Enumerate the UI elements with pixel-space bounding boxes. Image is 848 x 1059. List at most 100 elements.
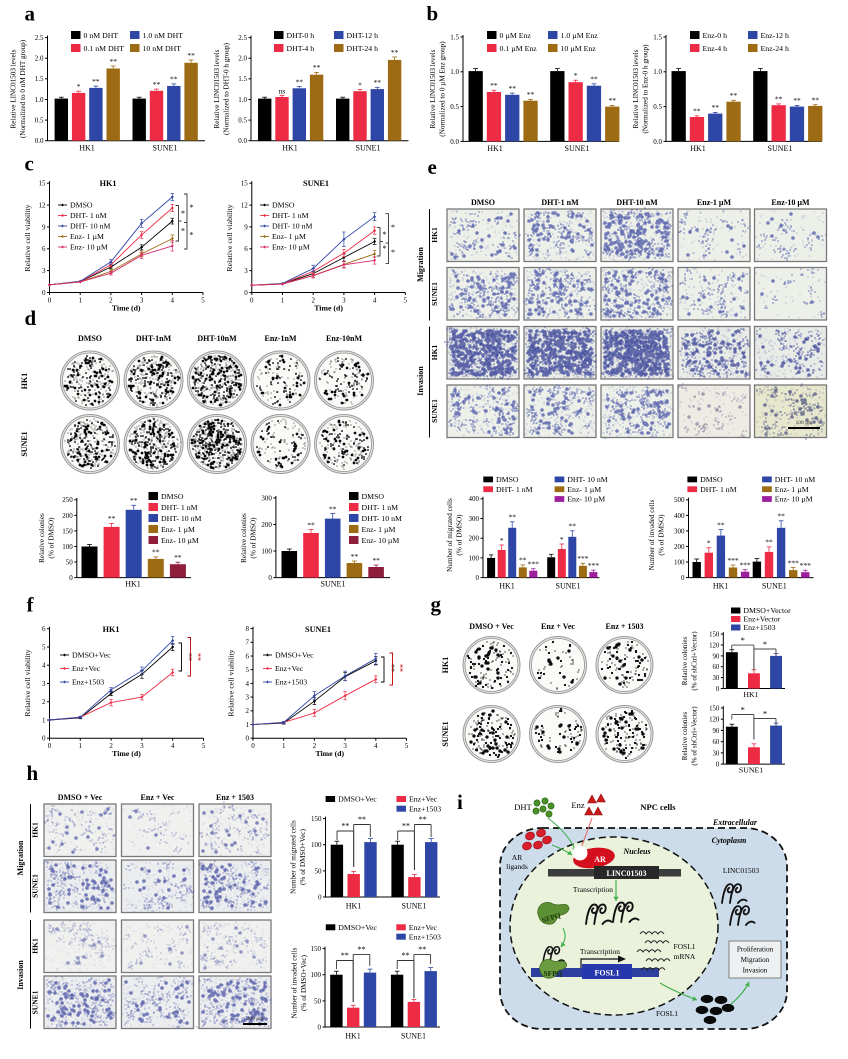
svg-text:1.0: 1.0: [450, 68, 459, 76]
svg-text:DHT-0 h: DHT-0 h: [287, 31, 315, 40]
svg-text:**: **: [418, 945, 426, 954]
svg-text:**: **: [811, 96, 819, 105]
svg-text:Number of invaded cells: Number of invaded cells: [291, 947, 299, 1018]
svg-text:**: **: [341, 951, 349, 960]
svg-text:*: *: [358, 80, 362, 89]
svg-text:HK1: HK1: [345, 1032, 361, 1041]
svg-text:200: 200: [261, 521, 272, 529]
svg-text:(% of DMSO): (% of DMSO): [658, 514, 666, 556]
svg-text:**: **: [419, 815, 427, 824]
svg-text:150: 150: [709, 632, 720, 639]
svg-text:e: e: [428, 155, 437, 179]
svg-text:150: 150: [709, 705, 720, 712]
svg-text:Migration: Migration: [741, 956, 770, 964]
svg-text:Number of migrated cells: Number of migrated cells: [446, 498, 454, 572]
svg-text:Enz- 10 µM: Enz- 10 µM: [567, 495, 605, 504]
svg-text:Relative colonies: Relative colonies: [681, 637, 689, 686]
svg-text:f: f: [27, 593, 35, 617]
svg-text:Relative LINC01503 levels: Relative LINC01503 levels: [213, 49, 221, 128]
svg-text:***: ***: [727, 556, 739, 565]
svg-text:12: 12: [39, 202, 47, 210]
svg-text:FOSL1: FOSL1: [656, 1009, 678, 1018]
svg-text:SFPQ: SFPQ: [544, 969, 563, 978]
svg-text:Transcription: Transcription: [580, 947, 620, 956]
svg-text:***: ***: [577, 554, 589, 563]
svg-text:(% of DMSO): (% of DMSO): [456, 514, 464, 556]
svg-text:**: **: [793, 96, 801, 105]
svg-text:HK1: HK1: [103, 625, 120, 634]
svg-text:6: 6: [42, 625, 46, 633]
svg-text:DHT- 1 nM: DHT- 1 nM: [700, 485, 737, 494]
svg-text:**: **: [730, 91, 738, 100]
svg-text:**: **: [590, 75, 598, 84]
svg-text:HK1: HK1: [31, 938, 40, 954]
svg-text:FOSL1: FOSL1: [595, 969, 620, 978]
svg-text:DHT- 1 nM: DHT- 1 nM: [70, 211, 107, 220]
svg-text:i: i: [457, 790, 463, 814]
svg-text:DMSO: DMSO: [272, 201, 295, 210]
svg-text:Migration: Migration: [16, 840, 25, 875]
svg-text:2.0: 2.0: [35, 55, 44, 63]
svg-text:0: 0: [48, 742, 52, 750]
svg-text:0.5: 0.5: [35, 117, 44, 125]
svg-text:**: **: [374, 78, 382, 87]
svg-text:DHT-1 nM: DHT-1 nM: [541, 198, 579, 207]
svg-text:200: 200: [674, 543, 685, 551]
svg-text:DMSO: DMSO: [161, 492, 184, 501]
svg-text:Relative LINC01503 levels: Relative LINC01503 levels: [632, 49, 640, 128]
svg-text:12: 12: [241, 202, 249, 210]
svg-text:250: 250: [62, 496, 73, 504]
svg-text:**: **: [402, 951, 410, 960]
svg-text:mRNA: mRNA: [674, 952, 696, 961]
svg-text:**: **: [152, 548, 160, 557]
svg-text:NPC cells: NPC cells: [640, 802, 676, 812]
svg-text:0: 0: [318, 893, 322, 901]
svg-text:50: 50: [315, 867, 323, 875]
svg-text:**: **: [711, 103, 719, 112]
svg-text:DMSO+Vector: DMSO+Vector: [743, 606, 791, 615]
svg-text:SUNE1: SUNE1: [153, 144, 178, 153]
svg-text:0.0: 0.0: [450, 138, 459, 146]
svg-text:(Normalized to 0 nM DHT group): (Normalized to 0 nM DHT group): [19, 39, 27, 138]
svg-text:60: 60: [713, 739, 720, 746]
svg-text:0: 0: [246, 735, 250, 743]
svg-text:DMSO: DMSO: [78, 334, 102, 343]
svg-text:Enz + Vec: Enz + Vec: [141, 793, 175, 802]
svg-text:90: 90: [713, 728, 720, 735]
svg-text:**: **: [372, 556, 380, 565]
svg-text:Invasion: Invasion: [743, 967, 768, 975]
svg-text:1.0 nM DHT: 1.0 nM DHT: [143, 31, 184, 40]
svg-text:0: 0: [318, 1023, 322, 1031]
svg-text:DHT- 10 nM: DHT- 10 nM: [70, 222, 110, 231]
svg-text:6: 6: [246, 652, 250, 660]
svg-text:**: **: [108, 514, 116, 523]
svg-text:SUNE1: SUNE1: [768, 144, 793, 153]
svg-text:DHT-1nM: DHT-1nM: [136, 334, 172, 343]
svg-text:HK1: HK1: [20, 373, 29, 389]
svg-text:2: 2: [109, 742, 113, 750]
svg-text:1: 1: [246, 721, 250, 729]
svg-text:*: *: [181, 227, 185, 236]
svg-text:Enz-10 µM: Enz-10 µM: [771, 198, 810, 207]
svg-text:c: c: [25, 152, 34, 176]
svg-text:*: *: [383, 230, 387, 239]
svg-text:Extracellular: Extracellular: [712, 818, 758, 827]
svg-text:Transcription: Transcription: [573, 885, 613, 894]
svg-text:g: g: [431, 592, 442, 616]
svg-text:0.0: 0.0: [35, 137, 44, 145]
svg-text:1.5: 1.5: [35, 75, 44, 83]
svg-text:Invasion: Invasion: [416, 366, 425, 396]
svg-text:**: **: [92, 77, 100, 86]
svg-text:1.5: 1.5: [653, 33, 662, 41]
svg-text:Enz- 1 µM: Enz- 1 µM: [161, 525, 195, 534]
svg-text:2: 2: [313, 742, 317, 750]
svg-text:1: 1: [42, 716, 46, 724]
svg-text:15: 15: [241, 180, 249, 188]
svg-text:HK1: HK1: [499, 582, 515, 591]
svg-text:1: 1: [281, 297, 285, 305]
svg-text:0.0: 0.0: [653, 138, 662, 146]
svg-text:Enz- 10 µM: Enz- 10 µM: [775, 495, 813, 504]
svg-text:SUNE1: SUNE1: [441, 721, 450, 746]
svg-text:**: **: [185, 653, 194, 661]
svg-text:HK1: HK1: [430, 227, 439, 243]
